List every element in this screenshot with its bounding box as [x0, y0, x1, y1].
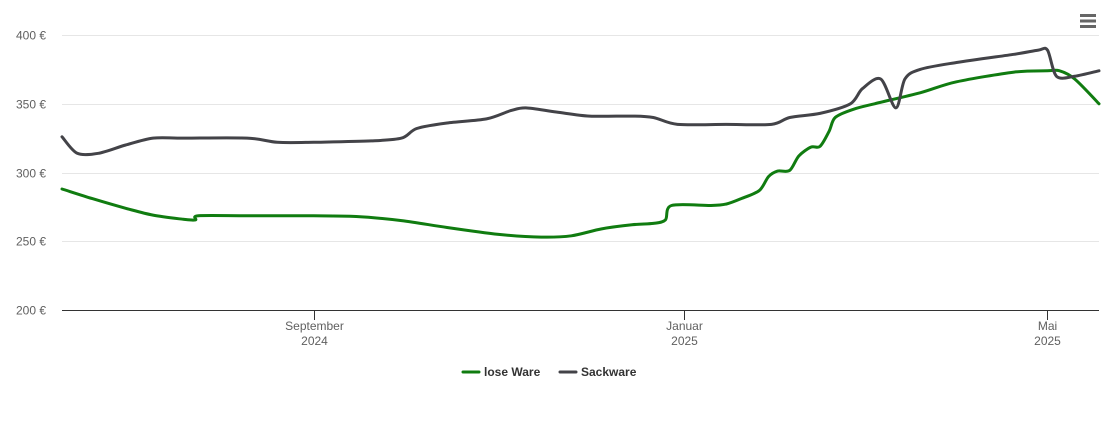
legend-item-sackware[interactable]: Sackware	[558, 365, 637, 379]
series-line-sackware[interactable]	[60, 46, 1101, 157]
x-axis-ticks: September 2024 Januar 2025 Mai 2025	[285, 310, 1061, 348]
y-tick-label: 200 €	[16, 304, 46, 318]
series-line-lose-ware[interactable]	[60, 68, 1101, 239]
y-tick-label: 250 €	[16, 235, 46, 249]
grid-lines	[62, 35, 1099, 242]
y-tick-label: 300 €	[16, 167, 46, 181]
series-lines	[60, 46, 1101, 239]
hamburger-menu-icon[interactable]	[1076, 10, 1100, 32]
x-tick-label: September 2024	[285, 319, 344, 348]
legend-label: lose Ware	[484, 365, 541, 379]
y-tick-label: 400 €	[16, 29, 46, 43]
y-axis-ticks: 200 € 250 € 300 € 350 € 400 €	[16, 29, 46, 318]
y-tick-label: 350 €	[16, 98, 46, 112]
x-tick-label: Januar 2025	[666, 319, 703, 348]
legend-label: Sackware	[581, 365, 637, 379]
legend-item-lose-ware[interactable]: lose Ware	[461, 365, 541, 379]
x-tick-label: Mai 2025	[1034, 319, 1061, 348]
legend: lose Ware Sackware	[461, 365, 637, 379]
